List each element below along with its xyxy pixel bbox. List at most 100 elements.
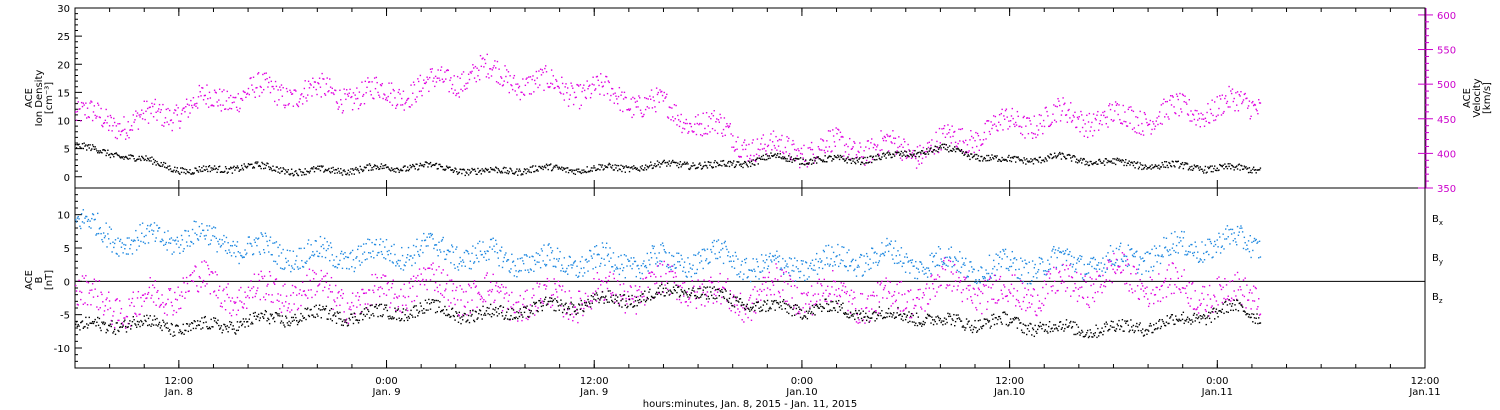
density-point: [86, 145, 89, 147]
by-point: [967, 276, 969, 278]
by-point: [569, 256, 571, 258]
density-point: [730, 161, 732, 164]
density-point: [89, 144, 91, 146]
by-point: [881, 242, 883, 244]
velocity-point: [1185, 101, 1187, 104]
by-point: [681, 258, 683, 260]
velocity-point: [1091, 121, 1093, 124]
velocity-point: [1149, 119, 1152, 122]
density-point: [175, 169, 178, 172]
by-point: [1243, 236, 1246, 239]
velocity-point: [152, 105, 154, 108]
velocity-point: [963, 142, 965, 144]
density-point: [360, 168, 362, 171]
by-point: [563, 257, 566, 259]
velocity-point: [134, 119, 136, 121]
density-point: [113, 153, 116, 155]
density-point: [815, 162, 818, 164]
by-point: [1055, 266, 1058, 269]
density-point: [236, 165, 239, 167]
density-point: [613, 169, 615, 171]
by-point: [887, 250, 890, 253]
density-point: [401, 169, 403, 172]
by-point: [239, 252, 241, 254]
velocity-point: [910, 157, 913, 159]
density-point: [163, 166, 166, 168]
bz-point: [481, 297, 483, 299]
by-point: [277, 246, 279, 249]
velocity-point: [1030, 123, 1032, 125]
density-point: [366, 164, 368, 166]
by-point: [1161, 254, 1163, 256]
density-point: [1021, 160, 1024, 162]
density-point: [1156, 165, 1158, 167]
bz-point: [305, 294, 307, 297]
by-point: [639, 277, 642, 280]
density-point: [309, 170, 311, 172]
bz-point: [235, 301, 237, 304]
density-point: [529, 166, 532, 168]
by-point: [732, 255, 734, 257]
velocity-point: [463, 85, 466, 87]
velocity-point: [778, 138, 781, 141]
velocity-point: [365, 92, 367, 94]
by-point: [804, 279, 806, 282]
by-point: [246, 252, 248, 254]
velocity-point: [283, 104, 285, 106]
by-point: [837, 243, 839, 246]
density-point: [1065, 157, 1068, 160]
velocity-point: [1086, 114, 1088, 117]
density-point: [887, 154, 890, 156]
density-point: [207, 170, 209, 173]
by-point: [614, 264, 616, 266]
by-point: [975, 279, 977, 281]
by-point: [1160, 255, 1163, 258]
density-point: [1086, 163, 1088, 165]
by-point: [1185, 250, 1187, 252]
density-point: [770, 152, 772, 154]
by-point: [738, 273, 740, 275]
velocity-point: [1229, 106, 1231, 108]
bz-point: [500, 290, 502, 292]
density-point: [143, 159, 145, 161]
density-point: [1081, 159, 1084, 161]
by-point: [434, 244, 437, 246]
velocity-point: [1213, 119, 1215, 122]
by-point: [85, 215, 87, 218]
velocity-point: [278, 99, 280, 101]
by-point: [425, 245, 427, 247]
velocity-point: [349, 88, 351, 91]
density-point: [1149, 165, 1152, 167]
by-point: [248, 236, 251, 238]
velocity-point: [651, 107, 654, 109]
velocity-point: [407, 97, 410, 100]
velocity-point: [143, 100, 145, 102]
density-point: [874, 159, 876, 161]
by-point: [1250, 256, 1252, 259]
by-point: [157, 230, 159, 232]
by-point: [1131, 254, 1134, 256]
by-point: [767, 265, 770, 267]
density-point: [484, 167, 487, 170]
density-point: [864, 156, 866, 159]
velocity-point: [1120, 122, 1122, 124]
density-point: [804, 164, 806, 166]
by-point: [1110, 260, 1113, 262]
velocity-point: [737, 136, 739, 138]
density-point: [620, 164, 622, 167]
bz-point: [368, 289, 370, 291]
by-point: [439, 251, 442, 253]
density-point: [644, 164, 647, 166]
by-point: [1097, 264, 1099, 266]
bz-point: [111, 323, 113, 326]
bz-point: [301, 281, 304, 283]
density-point: [425, 161, 427, 163]
by-point: [664, 250, 666, 253]
by-point: [607, 253, 610, 255]
by-point: [84, 217, 86, 219]
density-point: [719, 164, 721, 166]
by-point: [1042, 270, 1045, 272]
by-point: [495, 243, 498, 245]
by-point: [1115, 247, 1118, 250]
density-point: [707, 161, 709, 163]
